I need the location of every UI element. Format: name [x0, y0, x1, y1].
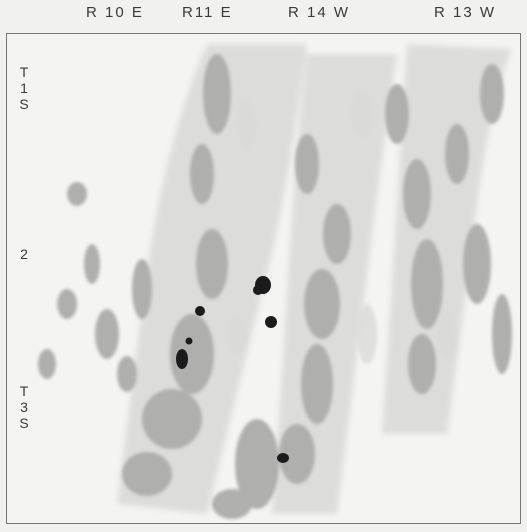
locality-markers — [176, 276, 289, 463]
locality-marker — [265, 316, 277, 328]
township-letter: T — [19, 64, 29, 80]
locality-marker — [176, 349, 188, 369]
township-direction: S — [19, 415, 29, 431]
township-number: 1 — [20, 80, 28, 96]
range-label-r14w: R 14 W — [288, 4, 351, 21]
township-label-2: 2 — [16, 246, 32, 262]
township-number: 3 — [20, 399, 28, 415]
township-number: 2 — [20, 246, 28, 262]
range-label-r13w: R 13 W — [434, 4, 497, 21]
township-direction: S — [19, 96, 29, 112]
township-label-t3s: T 3 S — [16, 383, 32, 431]
locality-marker — [253, 285, 263, 295]
locality-marker — [277, 453, 289, 463]
range-label-r11e: R11 E — [182, 4, 233, 21]
relief-shading-patches — [38, 54, 512, 519]
range-label-r10e: R 10 E — [86, 4, 144, 21]
locality-marker — [195, 306, 205, 316]
locality-marker — [185, 337, 193, 345]
relief-map — [38, 44, 512, 519]
township-letter: T — [19, 383, 29, 399]
township-label-t1s: T 1 S — [16, 64, 32, 112]
map-frame — [6, 33, 521, 524]
relief-highlights — [227, 89, 457, 364]
